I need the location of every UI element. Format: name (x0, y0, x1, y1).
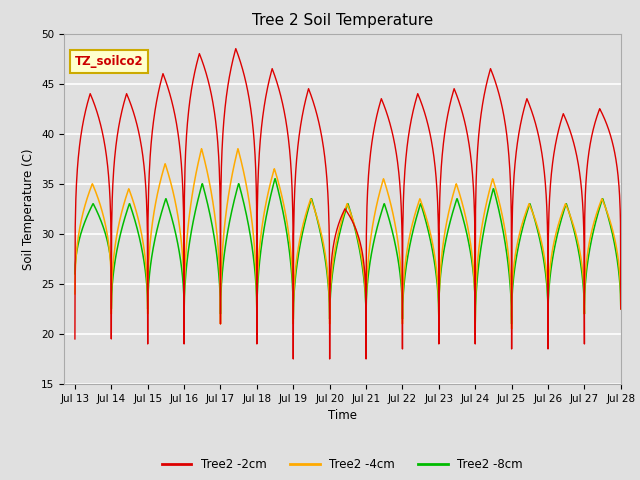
X-axis label: Time: Time (328, 409, 357, 422)
Y-axis label: Soil Temperature (C): Soil Temperature (C) (22, 148, 35, 270)
Legend: Tree2 -2cm, Tree2 -4cm, Tree2 -8cm: Tree2 -2cm, Tree2 -4cm, Tree2 -8cm (157, 454, 528, 476)
Text: TZ_soilco2: TZ_soilco2 (75, 55, 144, 68)
Title: Tree 2 Soil Temperature: Tree 2 Soil Temperature (252, 13, 433, 28)
